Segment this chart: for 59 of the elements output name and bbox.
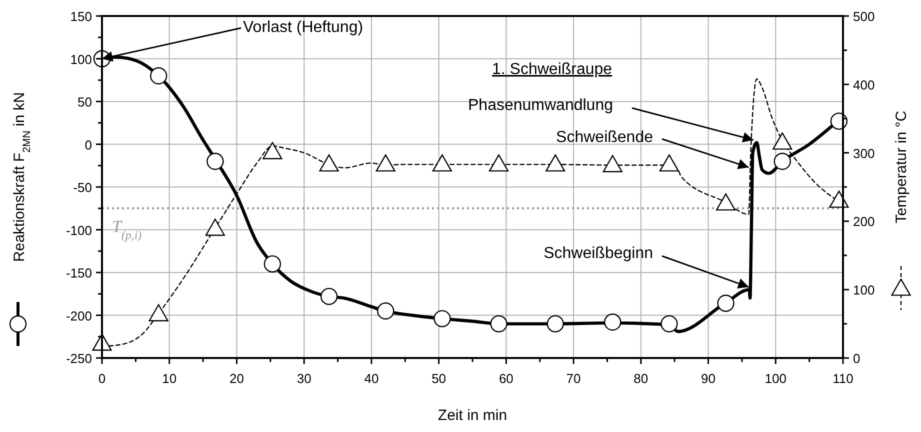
point [490, 315, 508, 332]
point [716, 193, 736, 211]
y2-axis-title: Temperatur in °C [893, 110, 910, 224]
point [148, 304, 168, 322]
point [774, 152, 791, 170]
y2-tick-label: 100 [853, 282, 875, 298]
annotation: 1. Schweißraupe [492, 61, 612, 78]
point [488, 154, 509, 172]
point [319, 154, 339, 172]
point [772, 132, 792, 150]
y-tick-label: -200 [66, 308, 92, 324]
x-axis-title: Zeit in min [438, 407, 508, 424]
point [205, 218, 225, 236]
y-tick-label: -150 [66, 266, 92, 280]
x-tick-label: 40 [364, 371, 379, 386]
x-tick-label: 90 [701, 371, 716, 386]
point [604, 313, 622, 331]
y2-tick-label: 400 [853, 77, 875, 92]
point [546, 154, 566, 172]
x-tick-label: 100 [764, 371, 786, 386]
y2-tick-label: 500 [853, 9, 875, 24]
point [264, 255, 282, 273]
y-tick-label: -50 [73, 180, 92, 195]
y2-tick-label: 0 [853, 351, 860, 366]
point [829, 190, 849, 208]
x-tick-label: 60 [498, 371, 514, 386]
point [206, 152, 224, 170]
x-tick-label: 30 [296, 371, 312, 386]
x-tick-label: 110 [832, 371, 854, 386]
y-tick-label: -100 [66, 222, 92, 238]
point [150, 67, 168, 84]
x-tick-label: 80 [634, 371, 648, 386]
annotation: Vorlast (Heftung) [243, 19, 364, 36]
y2-tick-label: 300 [853, 146, 875, 161]
point [262, 142, 282, 160]
x-tick-label: 50 [432, 371, 446, 386]
annotation: Schweißende [556, 129, 654, 146]
point [434, 310, 451, 328]
point [432, 154, 452, 172]
annotation: Schweißbeginn [544, 245, 653, 262]
y-tick-label: 0 [84, 137, 92, 152]
point [376, 154, 396, 172]
point [660, 315, 678, 332]
y-tick-label: -250 [66, 351, 92, 366]
x-tick-label: 10 [162, 371, 177, 386]
y-tick-label: 150 [70, 9, 92, 24]
point [659, 154, 679, 172]
point [717, 294, 734, 312]
point [320, 288, 338, 306]
x-tick-label: 0 [98, 371, 106, 386]
x-tick-label: 20 [229, 371, 244, 386]
y-tick-label: 50 [78, 94, 92, 110]
y-tick-label: 100 [70, 52, 92, 67]
x-tick-label: 70 [566, 371, 581, 386]
point [546, 315, 564, 332]
point [602, 155, 622, 172]
annotation: Phasenumwandlung [468, 97, 613, 114]
y2-tick-label: 200 [853, 214, 875, 230]
point [377, 302, 394, 320]
